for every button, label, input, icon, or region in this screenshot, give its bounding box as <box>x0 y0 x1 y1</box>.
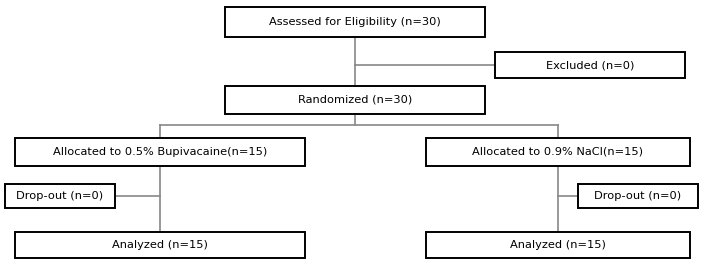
FancyBboxPatch shape <box>5 184 115 208</box>
FancyBboxPatch shape <box>426 232 690 258</box>
Text: Analyzed (n=15): Analyzed (n=15) <box>112 240 208 250</box>
Text: Assessed for Eligibility (n=30): Assessed for Eligibility (n=30) <box>269 17 441 27</box>
Text: Drop-out (n=0): Drop-out (n=0) <box>594 191 682 201</box>
Text: Analyzed (n=15): Analyzed (n=15) <box>510 240 606 250</box>
Text: Excluded (n=0): Excluded (n=0) <box>546 60 634 70</box>
FancyBboxPatch shape <box>495 52 685 78</box>
Text: Drop-out (n=0): Drop-out (n=0) <box>16 191 104 201</box>
Text: Randomized (n=30): Randomized (n=30) <box>298 95 412 105</box>
FancyBboxPatch shape <box>15 138 305 166</box>
Text: Allocated to 0.9% NaCl(n=15): Allocated to 0.9% NaCl(n=15) <box>472 147 643 157</box>
FancyBboxPatch shape <box>426 138 690 166</box>
FancyBboxPatch shape <box>15 232 305 258</box>
FancyBboxPatch shape <box>225 86 485 114</box>
Text: Allocated to 0.5% Bupivacaine(n=15): Allocated to 0.5% Bupivacaine(n=15) <box>53 147 267 157</box>
FancyBboxPatch shape <box>225 7 485 37</box>
FancyBboxPatch shape <box>578 184 698 208</box>
